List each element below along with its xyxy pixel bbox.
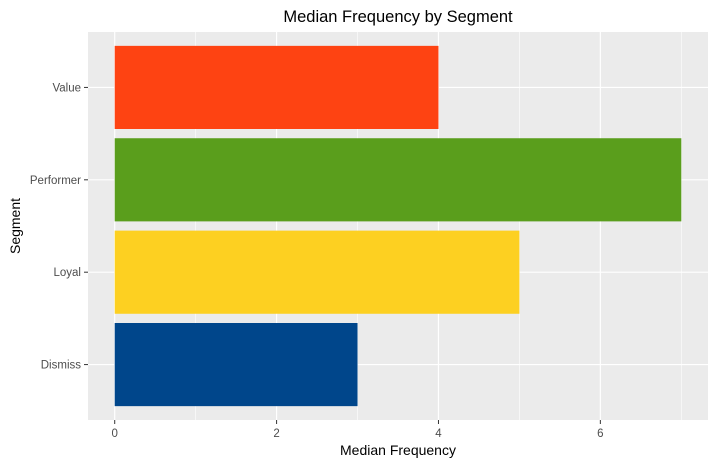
bar-performer: [114, 138, 682, 222]
x-tick-label: 6: [597, 428, 603, 440]
x-tick-label: 0: [112, 428, 118, 440]
y-tick-label: Performer: [30, 175, 81, 187]
y-tick-label: Loyal: [54, 267, 82, 279]
bar-loyal: [114, 230, 520, 314]
y-axis: Dismiss Loyal Performer Value: [30, 82, 88, 372]
bars: [114, 45, 682, 407]
y-tick-label: Dismiss: [41, 360, 81, 372]
y-tick-label: Value: [52, 82, 81, 94]
x-axis: 0 2 4 6: [112, 420, 604, 440]
chart-title: Median Frequency by Segment: [283, 8, 513, 26]
x-tick-label: 4: [435, 428, 442, 440]
x-tick-label: 2: [273, 428, 279, 440]
bar-value: [114, 45, 439, 129]
y-axis-title: Segment: [7, 198, 23, 254]
bar-dismiss: [114, 323, 358, 407]
x-axis-title: Median Frequency: [340, 442, 456, 458]
